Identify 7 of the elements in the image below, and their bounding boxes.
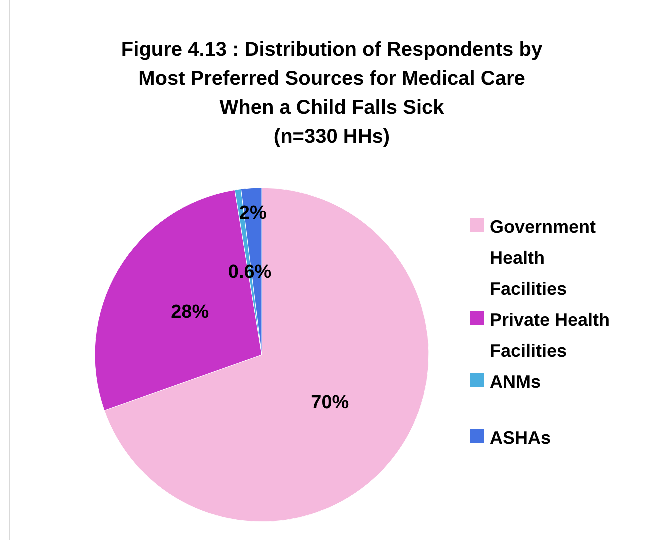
data-label: 28% xyxy=(171,302,210,323)
legend-label: ASHAs xyxy=(490,428,552,448)
chart-title: Figure 4.13 : Distribution of Respondents by Most Preferred Sources for Medical Care When a Child Falls Sick (n=330 HHs) xyxy=(121,39,544,148)
legend-label: Private Health Facilities xyxy=(490,310,610,361)
legend-label: ANMs xyxy=(490,372,542,392)
legend-label: Government Health Facilities xyxy=(490,217,596,299)
data-label: 70% xyxy=(311,392,350,414)
